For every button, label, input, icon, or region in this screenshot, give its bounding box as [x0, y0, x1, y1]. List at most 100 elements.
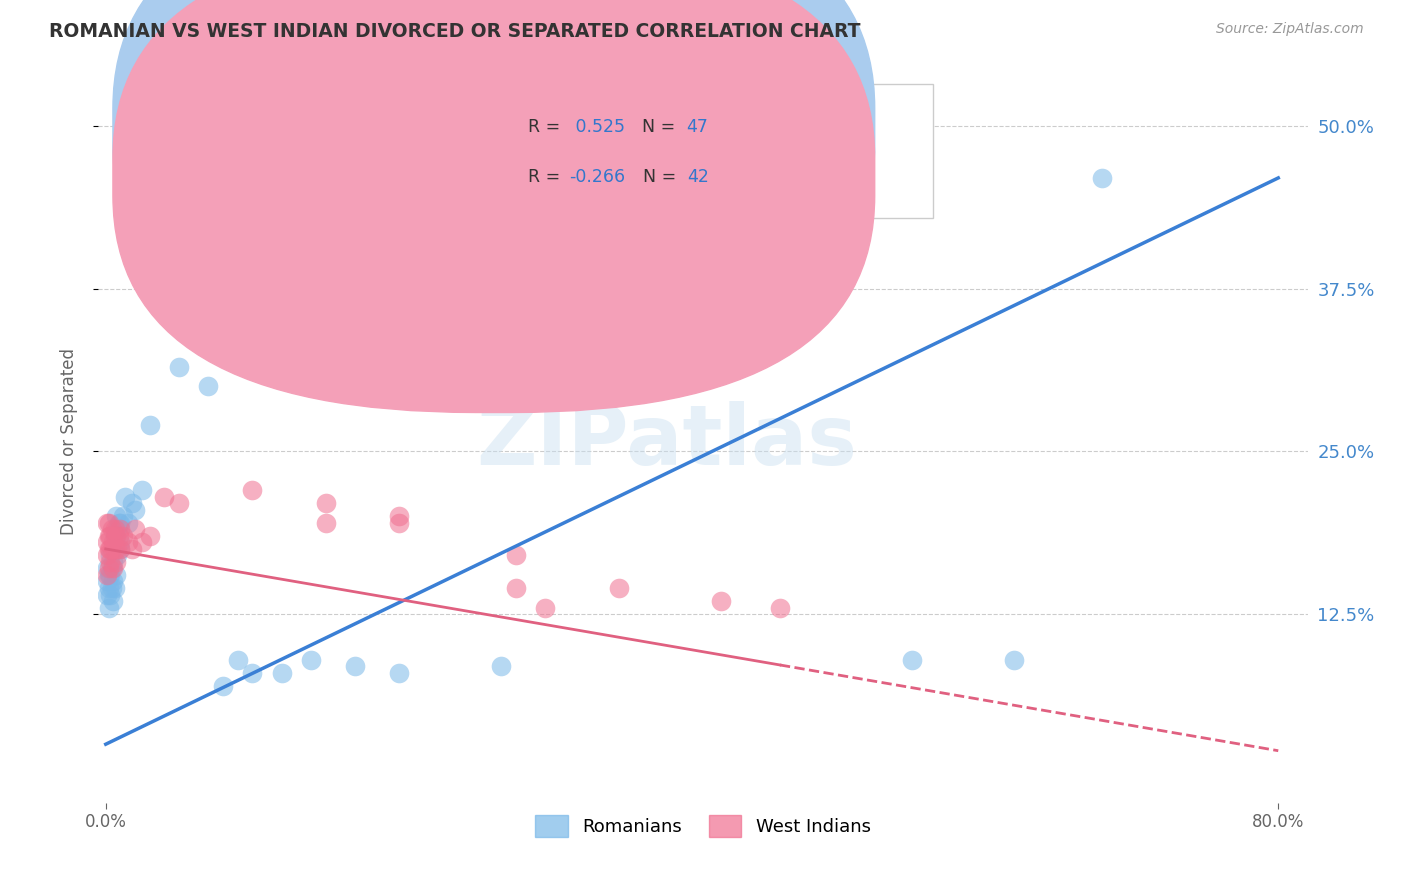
Text: 47: 47: [686, 118, 707, 136]
Point: [769, 600, 792, 615]
Point: [388, 509, 411, 524]
Y-axis label: Divorced or Separated: Divorced or Separated: [59, 348, 77, 535]
Point: [103, 581, 125, 595]
Point: [110, 523, 132, 537]
Point: [100, 581, 122, 595]
FancyBboxPatch shape: [112, 0, 875, 362]
Point: [97, 600, 120, 615]
Point: [98, 568, 121, 582]
Point: [97, 568, 120, 582]
Point: [138, 418, 160, 433]
Point: [101, 574, 124, 589]
FancyBboxPatch shape: [112, 0, 875, 412]
Point: [105, 529, 128, 543]
Point: [100, 523, 122, 537]
Point: [108, 516, 131, 530]
Point: [167, 496, 190, 510]
Point: [107, 523, 129, 537]
Point: [114, 490, 136, 504]
Point: [101, 535, 124, 549]
Point: [103, 541, 125, 556]
Point: [299, 652, 322, 666]
Point: [388, 516, 411, 530]
Point: [240, 483, 263, 498]
Point: [105, 555, 128, 569]
Point: [101, 555, 124, 569]
Point: [112, 529, 135, 543]
Point: [105, 509, 128, 524]
Text: 42: 42: [688, 168, 709, 186]
Point: [108, 529, 131, 543]
Point: [505, 549, 527, 563]
Point: [131, 535, 153, 549]
Point: [100, 541, 122, 556]
Point: [315, 496, 337, 510]
Point: [901, 652, 924, 666]
Point: [534, 600, 557, 615]
Point: [564, 294, 586, 309]
Point: [1004, 652, 1026, 666]
Point: [651, 255, 673, 269]
Text: 0.525: 0.525: [569, 118, 624, 136]
Point: [96, 574, 118, 589]
Point: [112, 509, 135, 524]
Legend: Romanians, West Indians: Romanians, West Indians: [527, 808, 879, 845]
Point: [98, 587, 121, 601]
Point: [97, 581, 120, 595]
Point: [138, 529, 160, 543]
Point: [117, 535, 139, 549]
Point: [103, 529, 125, 543]
Point: [388, 665, 411, 680]
Point: [491, 659, 513, 673]
Point: [96, 516, 118, 530]
Point: [97, 541, 120, 556]
Point: [103, 523, 125, 537]
Point: [153, 490, 176, 504]
Point: [101, 594, 124, 608]
Point: [96, 568, 118, 582]
Point: [101, 561, 124, 575]
Text: N =: N =: [631, 168, 682, 186]
Point: [98, 549, 121, 563]
Point: [1091, 170, 1114, 185]
Text: N =: N =: [631, 118, 681, 136]
Point: [97, 561, 120, 575]
Point: [96, 535, 118, 549]
Point: [110, 535, 132, 549]
Point: [124, 503, 146, 517]
Point: [107, 541, 129, 556]
Point: [710, 594, 733, 608]
Text: R =: R =: [527, 118, 565, 136]
Point: [96, 561, 118, 575]
Point: [212, 679, 235, 693]
Text: ZIPatlas: ZIPatlas: [477, 401, 858, 482]
Text: -0.266: -0.266: [569, 168, 626, 186]
Point: [121, 496, 143, 510]
Point: [107, 549, 129, 563]
Point: [131, 483, 153, 498]
Point: [240, 665, 263, 680]
Point: [197, 379, 219, 393]
Point: [121, 541, 143, 556]
Text: Source: ZipAtlas.com: Source: ZipAtlas.com: [1216, 22, 1364, 37]
Point: [98, 541, 121, 556]
Point: [754, 164, 776, 178]
Text: ROMANIAN VS WEST INDIAN DIVORCED OR SEPARATED CORRELATION CHART: ROMANIAN VS WEST INDIAN DIVORCED OR SEPA…: [49, 22, 860, 41]
Point: [315, 516, 337, 530]
Text: R =: R =: [527, 168, 565, 186]
Point: [96, 587, 118, 601]
Point: [505, 581, 527, 595]
Point: [98, 555, 121, 569]
Point: [105, 568, 128, 582]
Point: [270, 665, 292, 680]
Point: [98, 529, 121, 543]
FancyBboxPatch shape: [449, 84, 932, 218]
Point: [343, 659, 366, 673]
Point: [97, 516, 120, 530]
Point: [167, 359, 190, 374]
Point: [96, 549, 118, 563]
Point: [100, 561, 122, 575]
Point: [226, 652, 249, 666]
Point: [117, 516, 139, 530]
Point: [110, 516, 132, 530]
